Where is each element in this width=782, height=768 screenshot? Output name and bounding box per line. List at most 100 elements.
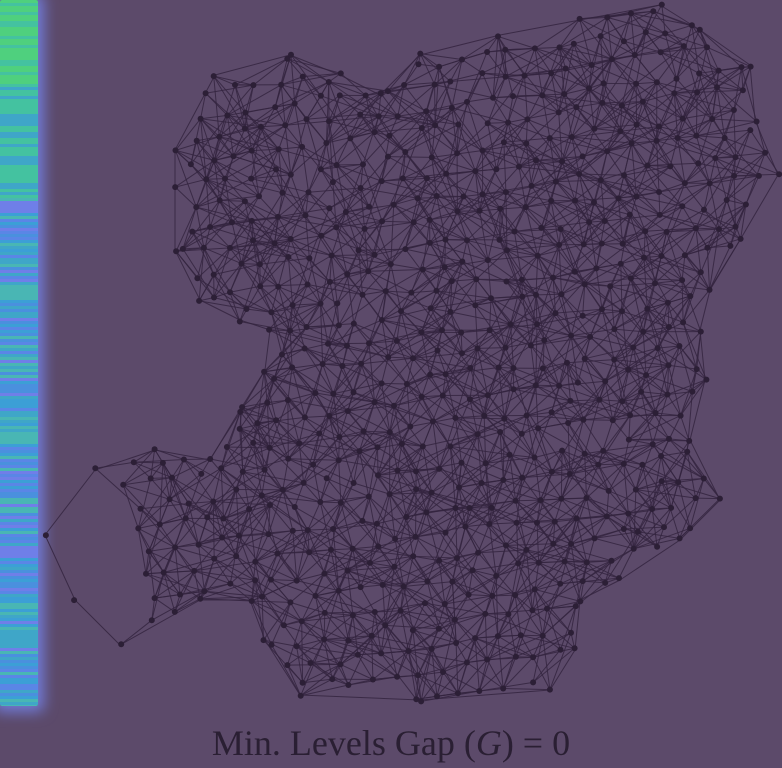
graph-edge (198, 517, 208, 545)
level-color-stripe (0, 117, 38, 120)
graph-edge (377, 426, 411, 448)
level-color-stripe (0, 633, 38, 636)
graph-node (668, 504, 675, 511)
graph-edge (368, 496, 379, 547)
level-color-stripe (0, 591, 38, 594)
graph-node (210, 271, 217, 278)
graph-edge (667, 345, 680, 395)
graph-edge (598, 443, 653, 466)
level-color-stripe (0, 336, 38, 339)
graph-edge (492, 36, 499, 98)
graph-edge (555, 268, 597, 314)
graph-edge (455, 613, 486, 644)
graph-node (254, 420, 261, 427)
graph-node (496, 236, 503, 243)
graph-node (279, 189, 286, 196)
level-color-stripe (0, 651, 38, 654)
graph-edge (196, 206, 252, 222)
graph-edge (412, 629, 457, 644)
graph-node (284, 397, 291, 404)
graph-node (287, 327, 294, 334)
graph-edge (310, 662, 341, 665)
graph-edge (477, 522, 517, 554)
graph-node (423, 108, 430, 115)
graph-node (502, 344, 509, 351)
graph-edge (282, 458, 289, 490)
graph-node (452, 414, 459, 421)
graph-edge (642, 295, 691, 333)
graph-edge (340, 654, 359, 665)
graph-edge (623, 463, 637, 490)
graph-edge (665, 24, 693, 34)
graph-edge (522, 277, 554, 298)
graph-node (312, 390, 319, 396)
graph-node (504, 247, 510, 254)
graph-node (568, 134, 575, 140)
graph-edge (274, 191, 309, 244)
graph-node (402, 149, 409, 155)
graph-edge (622, 391, 642, 402)
graph-edge (485, 462, 523, 479)
graph-edge (353, 343, 370, 393)
graph-node (556, 44, 563, 51)
graph-edge (564, 58, 613, 95)
level-color-stripe (0, 291, 38, 294)
graph-edge (406, 350, 438, 385)
graph-node (639, 461, 646, 468)
graph-edge (664, 32, 685, 47)
graph-node (697, 269, 704, 276)
graph-node (704, 244, 711, 251)
graph-edge (619, 105, 623, 132)
graph-edge (387, 329, 443, 358)
graph-edge (466, 635, 499, 663)
graph-node (695, 160, 702, 167)
graph-edge (254, 530, 294, 563)
level-color-stripe (0, 267, 38, 270)
graph-edge (517, 543, 554, 564)
graph-node (453, 640, 460, 646)
graph-node (586, 219, 593, 226)
graph-edge (431, 125, 436, 158)
graph-edge (368, 290, 387, 344)
graph-node (173, 248, 180, 255)
level-color-stripe (0, 168, 38, 171)
graph-edge (714, 157, 728, 201)
graph-edge (397, 445, 451, 471)
graph-edge (593, 174, 625, 203)
graph-edge (248, 482, 304, 510)
graph-edge (345, 211, 360, 251)
graph-edge (417, 675, 422, 702)
graph-edge (549, 632, 572, 690)
graph-edge (421, 367, 471, 398)
graph-node (661, 524, 667, 531)
graph-edge (634, 32, 666, 56)
graph-edge (526, 549, 587, 563)
graph-edge (554, 497, 587, 523)
graph-edge (277, 238, 292, 287)
graph-edge (584, 450, 604, 455)
graph-edge (530, 345, 560, 386)
graph-edge (212, 501, 223, 538)
graph-edge (290, 573, 325, 603)
graph-edge (286, 58, 304, 77)
graph-edge (479, 681, 534, 692)
graph-node (580, 416, 587, 423)
graph-edge (408, 619, 456, 652)
graph-edge (604, 369, 629, 382)
graph-edge (278, 149, 292, 175)
graph-edge (489, 298, 492, 331)
graph-node (299, 679, 306, 686)
level-color-stripe (0, 3, 38, 6)
level-color-stripe (0, 228, 38, 231)
graph-node (556, 382, 563, 389)
graph-edge (206, 178, 226, 180)
level-color-stripe (0, 288, 38, 291)
level-color-stripe (0, 468, 38, 471)
graph-edge (609, 286, 615, 330)
graph-edge (264, 442, 300, 471)
graph-edge (174, 546, 215, 560)
graph-edge (474, 305, 506, 348)
graph-edge (387, 90, 427, 112)
graph-node (654, 345, 661, 352)
level-color-stripe (0, 294, 38, 297)
